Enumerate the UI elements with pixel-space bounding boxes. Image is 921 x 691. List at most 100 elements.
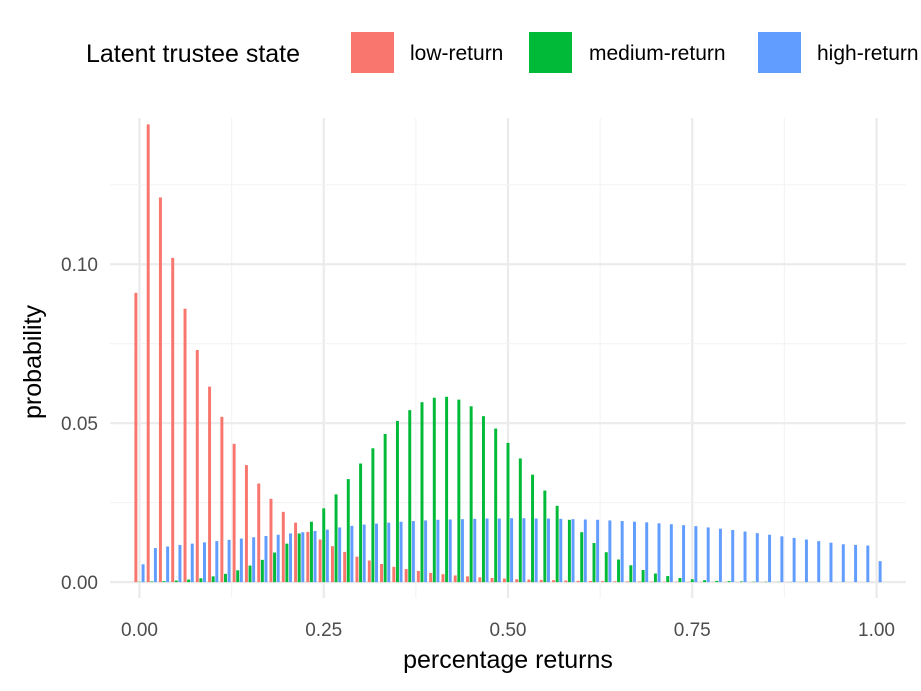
bar-medium-return bbox=[653, 573, 657, 583]
bar-low-return bbox=[269, 498, 273, 583]
bar-high-return bbox=[424, 520, 428, 583]
bar-low-return bbox=[208, 386, 212, 583]
bar-high-return bbox=[264, 536, 268, 583]
y-tick-label: 0.10 bbox=[61, 255, 98, 276]
bar-low-return bbox=[588, 580, 592, 583]
bar-high-return bbox=[866, 545, 870, 583]
bar-high-return bbox=[387, 522, 391, 583]
bar-medium-return bbox=[211, 576, 215, 583]
bar-high-return bbox=[338, 527, 342, 583]
bar-medium-return bbox=[297, 533, 301, 583]
y-axis-ticks: 0.00 0.05 0.10 bbox=[61, 255, 98, 594]
bar-low-return bbox=[429, 572, 433, 583]
bar-low-return bbox=[257, 483, 261, 583]
bar-low-return bbox=[638, 581, 641, 583]
bar-low-return bbox=[625, 581, 629, 583]
bar-high-return bbox=[841, 544, 845, 583]
bar-medium-return bbox=[174, 580, 178, 583]
bar-high-return bbox=[645, 522, 649, 583]
bar-high-return bbox=[313, 530, 317, 583]
bar-medium-return bbox=[236, 570, 240, 583]
bar-medium-return bbox=[260, 559, 264, 583]
bar-medium-return bbox=[273, 552, 277, 583]
bar-high-return bbox=[829, 542, 833, 583]
bar-medium-return bbox=[703, 580, 707, 583]
bar-high-return bbox=[743, 531, 747, 583]
bar-high-return bbox=[190, 543, 194, 583]
bar-high-return bbox=[227, 539, 231, 583]
legend-key-medium-return bbox=[529, 32, 572, 73]
bar-medium-return bbox=[395, 420, 399, 583]
bar-low-return bbox=[281, 511, 285, 583]
bar-high-return bbox=[510, 518, 514, 583]
bar-medium-return bbox=[592, 543, 596, 583]
bar-high-return bbox=[718, 528, 722, 583]
bar-high-return bbox=[203, 542, 206, 583]
y-tick-label: 0.00 bbox=[61, 573, 98, 594]
bar-medium-return bbox=[715, 580, 719, 583]
bar-high-return bbox=[485, 518, 489, 583]
bar-low-return bbox=[601, 581, 605, 583]
bar-high-return bbox=[706, 527, 710, 583]
bar-high-return bbox=[141, 564, 145, 583]
bar-medium-return bbox=[629, 565, 633, 583]
bar-medium-return bbox=[690, 579, 694, 583]
bar-medium-return bbox=[518, 458, 522, 583]
bar-high-return bbox=[325, 529, 329, 583]
plot-grid bbox=[110, 118, 906, 598]
x-tick-label: 0.75 bbox=[674, 620, 711, 641]
bar-low-return bbox=[158, 197, 162, 583]
bar-low-return bbox=[502, 578, 506, 583]
bar-high-return bbox=[411, 521, 415, 583]
x-tick-label: 1.00 bbox=[858, 620, 895, 641]
bar-low-return bbox=[478, 577, 482, 583]
bar-medium-return bbox=[432, 397, 436, 583]
bar-medium-return bbox=[224, 573, 227, 583]
bar-medium-return bbox=[567, 519, 571, 583]
x-tick-label: 0.50 bbox=[490, 620, 527, 641]
legend-label-medium-return: medium-return bbox=[589, 42, 726, 65]
bar-low-return bbox=[527, 579, 531, 583]
bar-medium-return bbox=[334, 494, 338, 583]
bar-high-return bbox=[215, 541, 219, 583]
x-axis-ticks: 0.00 0.25 0.50 0.75 1.00 bbox=[121, 620, 895, 641]
bar-high-return bbox=[854, 544, 858, 583]
bar-high-return bbox=[608, 520, 612, 583]
bar-low-return bbox=[355, 556, 359, 583]
bar-high-return bbox=[350, 525, 354, 583]
bar-medium-return bbox=[408, 410, 412, 583]
bar-low-return bbox=[330, 546, 334, 583]
bar-high-return bbox=[596, 519, 600, 583]
bar-low-return bbox=[380, 563, 384, 583]
bar-high-return bbox=[436, 519, 440, 583]
bar-high-return bbox=[534, 518, 538, 583]
bar-high-return bbox=[731, 529, 735, 583]
bar-high-return bbox=[473, 518, 477, 583]
bar-high-return bbox=[559, 518, 563, 583]
bar-high-return bbox=[817, 541, 821, 583]
y-tick-label: 0.05 bbox=[61, 414, 98, 435]
bar-high-return bbox=[669, 524, 673, 583]
bar-low-return bbox=[613, 581, 617, 583]
bar-low-return bbox=[392, 566, 396, 583]
x-tick-label: 0.25 bbox=[305, 620, 342, 641]
bar-low-return bbox=[552, 580, 556, 583]
bar-low-return bbox=[441, 574, 445, 583]
bar-high-return bbox=[632, 521, 636, 583]
bar-high-return bbox=[755, 533, 759, 583]
bar-high-return bbox=[399, 521, 403, 583]
bar-medium-return bbox=[359, 463, 363, 583]
bar-high-return bbox=[375, 523, 378, 583]
bar-medium-return bbox=[371, 448, 375, 583]
bar-low-return bbox=[171, 257, 175, 583]
bar-low-return bbox=[146, 124, 150, 583]
bar-low-return bbox=[318, 539, 322, 583]
bar-high-return bbox=[252, 537, 256, 583]
bar-high-return bbox=[276, 534, 280, 583]
bar-high-return bbox=[546, 518, 550, 583]
bar-high-return bbox=[448, 519, 452, 583]
bar-medium-return bbox=[346, 479, 350, 583]
bar-low-return bbox=[306, 531, 310, 583]
legend-key-low-return bbox=[351, 32, 394, 73]
